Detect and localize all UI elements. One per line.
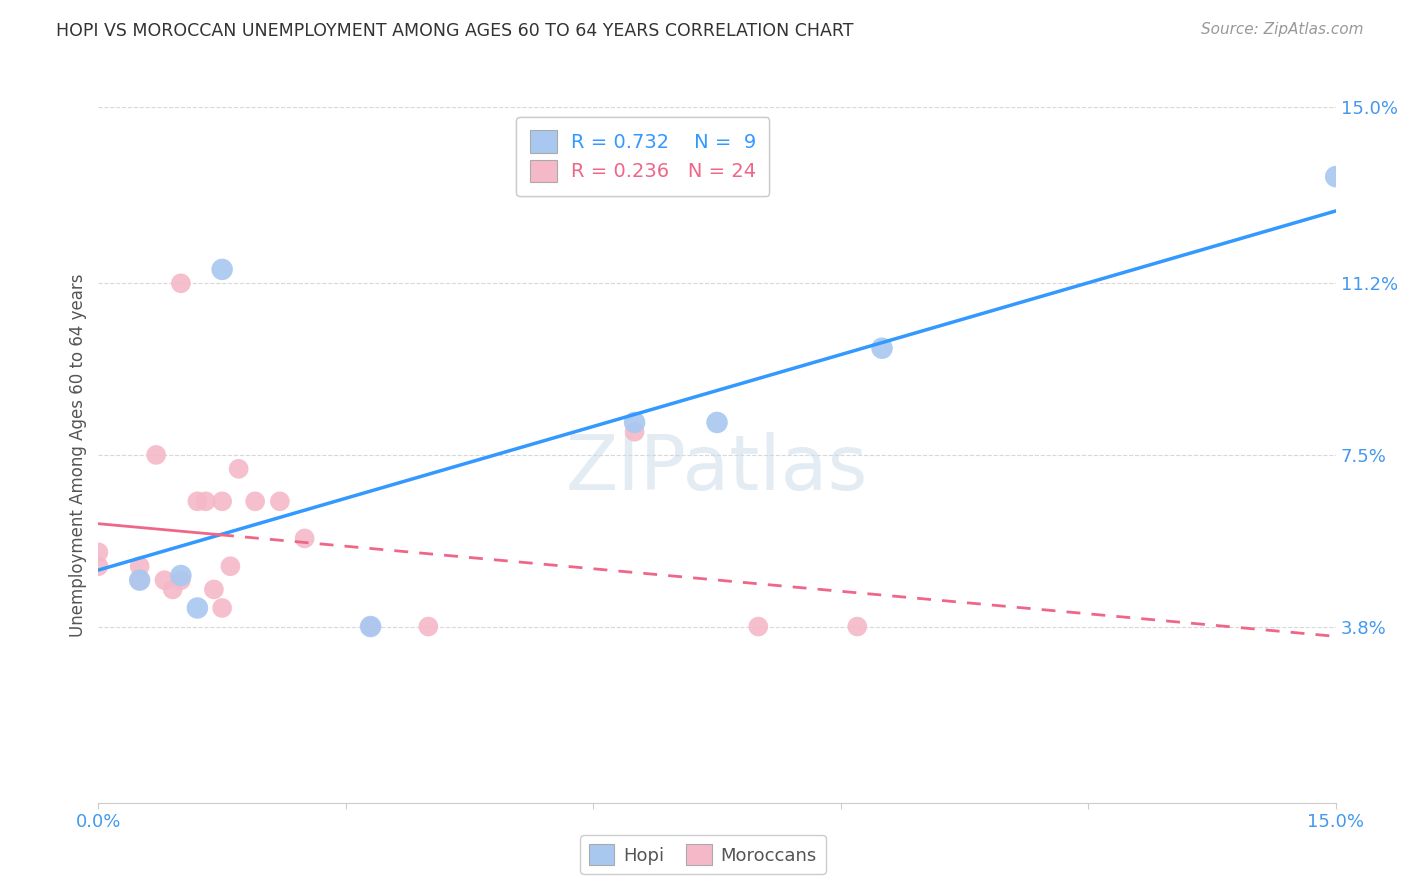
Point bbox=[243, 494, 266, 508]
Point bbox=[211, 601, 233, 615]
Point bbox=[360, 619, 382, 633]
Text: Source: ZipAtlas.com: Source: ZipAtlas.com bbox=[1201, 22, 1364, 37]
Point bbox=[294, 532, 316, 546]
Point bbox=[846, 619, 869, 633]
Point bbox=[87, 559, 110, 574]
Point bbox=[623, 416, 645, 430]
Point bbox=[170, 277, 193, 291]
Legend: R = 0.732    N =  9, R = 0.236   N = 24: R = 0.732 N = 9, R = 0.236 N = 24 bbox=[516, 117, 769, 195]
Point bbox=[418, 619, 440, 633]
Point bbox=[87, 545, 110, 559]
Point bbox=[145, 448, 167, 462]
Text: HOPI VS MOROCCAN UNEMPLOYMENT AMONG AGES 60 TO 64 YEARS CORRELATION CHART: HOPI VS MOROCCAN UNEMPLOYMENT AMONG AGES… bbox=[56, 22, 853, 40]
Point bbox=[706, 416, 728, 430]
Point bbox=[360, 619, 382, 633]
Point bbox=[269, 494, 291, 508]
Point bbox=[153, 573, 176, 587]
Point bbox=[128, 559, 150, 574]
Text: ZIPatlas: ZIPatlas bbox=[565, 432, 869, 506]
Point bbox=[228, 462, 250, 476]
Point bbox=[211, 494, 233, 508]
Point bbox=[128, 573, 150, 587]
Point bbox=[202, 582, 225, 597]
Legend: Hopi, Moroccans: Hopi, Moroccans bbox=[581, 835, 825, 874]
Y-axis label: Unemployment Among Ages 60 to 64 years: Unemployment Among Ages 60 to 64 years bbox=[69, 273, 87, 637]
Point bbox=[186, 494, 208, 508]
Point bbox=[162, 582, 184, 597]
Point bbox=[170, 568, 193, 582]
Point bbox=[170, 573, 193, 587]
Point bbox=[747, 619, 769, 633]
Point bbox=[219, 559, 242, 574]
Point bbox=[186, 601, 208, 615]
Point bbox=[623, 425, 645, 439]
Point bbox=[870, 341, 893, 355]
Point bbox=[1324, 169, 1347, 184]
Point bbox=[211, 262, 233, 277]
Point bbox=[194, 494, 217, 508]
Point bbox=[128, 573, 150, 587]
